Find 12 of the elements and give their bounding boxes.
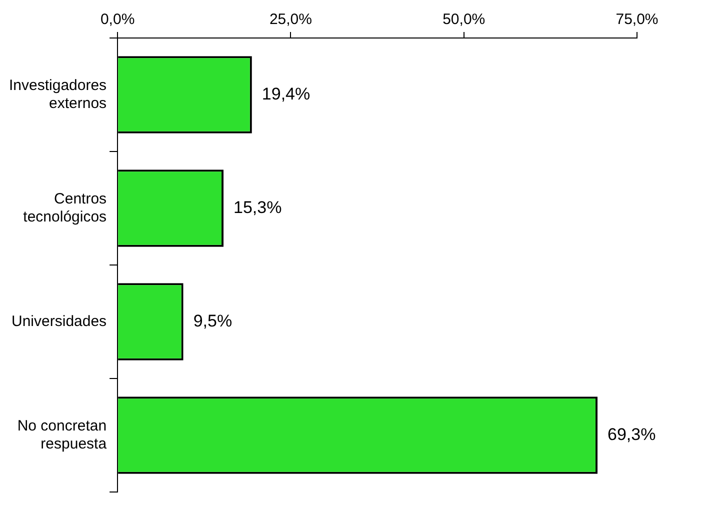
x-tick-label: 0,0% bbox=[100, 11, 135, 28]
y-tick-label: Investigadores externos bbox=[8, 76, 107, 112]
data-label: 15,3% bbox=[234, 198, 282, 217]
y-tick-label: Centros tecnológicos bbox=[23, 190, 107, 226]
data-label: 69,3% bbox=[608, 424, 656, 444]
x-tick-label: 50,0% bbox=[442, 11, 486, 28]
x-tick-label: 25,0% bbox=[269, 11, 312, 28]
y-tick-label: No concretan respuesta bbox=[17, 417, 108, 452]
data-label: 19,4% bbox=[262, 84, 310, 104]
data-label: 9,5% bbox=[193, 311, 232, 330]
y-tick-label: Universidades bbox=[12, 312, 107, 330]
x-tick-label: 75,0% bbox=[616, 11, 658, 28]
